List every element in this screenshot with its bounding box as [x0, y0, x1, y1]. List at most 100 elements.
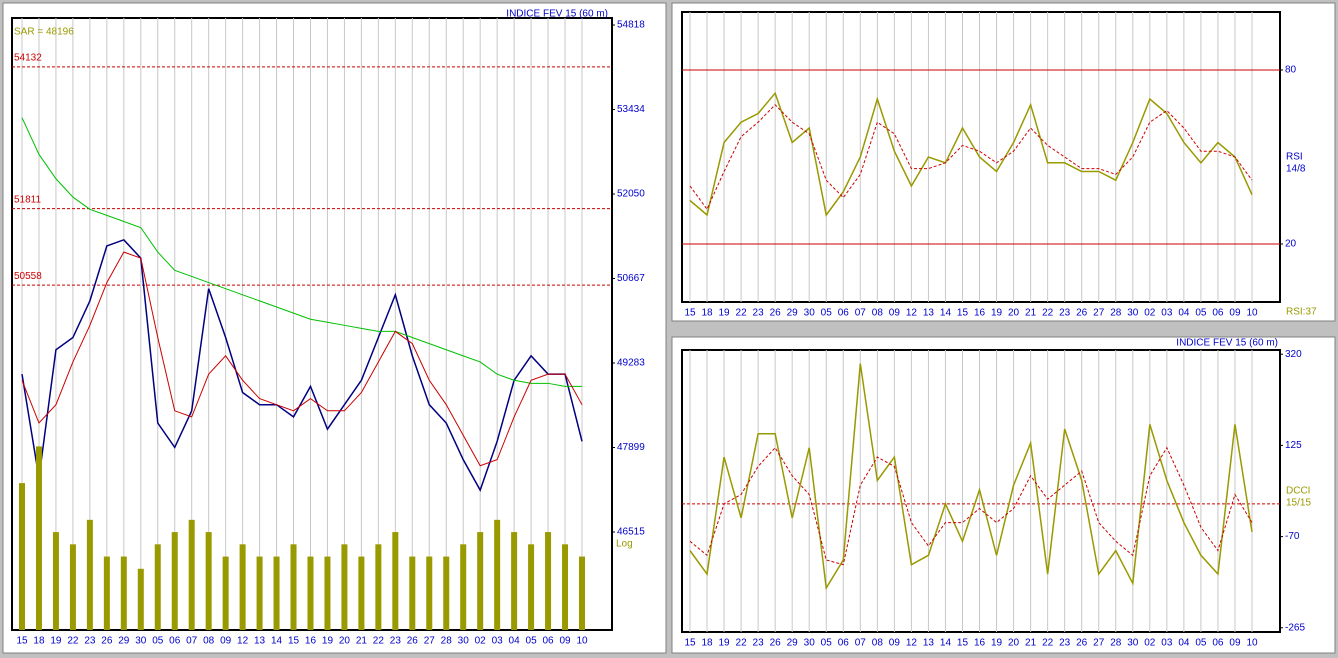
x-tick-label: 03	[1161, 638, 1173, 649]
volume-bar	[375, 544, 382, 630]
volume-bar	[579, 556, 585, 630]
y-tick-label: -70	[1285, 531, 1300, 542]
x-tick-label: 02	[475, 636, 487, 647]
x-tick-label: 10	[1246, 638, 1258, 649]
volume-bar	[341, 544, 348, 630]
volume-bar	[409, 556, 416, 630]
volume-bar	[511, 532, 518, 630]
x-tick-label: 06	[838, 308, 850, 319]
x-tick-label: 23	[753, 308, 765, 319]
reference-label: 50558	[14, 271, 42, 282]
x-tick-label: 16	[974, 308, 986, 319]
x-tick-label: 19	[991, 638, 1003, 649]
x-tick-label: 13	[923, 308, 935, 319]
x-tick-label: 15	[957, 638, 969, 649]
x-tick-label: 30	[804, 638, 816, 649]
x-tick-label: 27	[1093, 638, 1105, 649]
x-tick-label: 05	[1195, 638, 1207, 649]
x-tick-label: 30	[1127, 308, 1139, 319]
x-tick-label: 26	[407, 636, 419, 647]
volume-bar	[154, 544, 161, 630]
x-tick-label: 19	[991, 308, 1003, 319]
volume-bar	[460, 544, 467, 630]
volume-bar	[171, 532, 178, 630]
y-tick-label: 47899	[617, 442, 645, 453]
volume-bar	[528, 544, 535, 630]
x-tick-label: 07	[855, 638, 867, 649]
x-tick-label: 21	[1025, 638, 1037, 649]
x-tick-label: 13	[254, 636, 266, 647]
volume-bar	[358, 556, 365, 630]
x-tick-label: 14	[940, 638, 952, 649]
annotation: RSI	[1286, 152, 1303, 163]
volume-bar	[137, 568, 144, 630]
x-tick-label: 05	[152, 636, 164, 647]
x-tick-label: 27	[1093, 308, 1105, 319]
plot-area	[11, 17, 613, 631]
x-tick-label: 19	[50, 636, 62, 647]
y-tick-label: 54818	[617, 20, 645, 31]
volume-bar	[290, 544, 297, 630]
x-tick-label: 19	[718, 308, 730, 319]
x-tick-label: 21	[1025, 308, 1037, 319]
x-tick-label: 27	[424, 636, 436, 647]
y-tick-label: 52050	[617, 189, 645, 200]
volume-bar	[239, 544, 246, 630]
y-tick-label: 50667	[617, 273, 645, 284]
volume-bar	[273, 556, 280, 630]
x-tick-label: 15	[684, 308, 696, 319]
x-tick-label: 12	[906, 638, 918, 649]
volume-bar	[307, 556, 314, 630]
x-tick-label: 08	[203, 636, 215, 647]
annotation: RSI:37	[1286, 307, 1317, 318]
x-tick-label: 09	[1229, 638, 1241, 649]
x-tick-label: 26	[1076, 638, 1088, 649]
x-tick-label: 20	[1008, 638, 1020, 649]
y-tick-label: 20	[1285, 239, 1297, 250]
series-line	[21, 251, 583, 467]
volume-bar	[188, 519, 195, 630]
x-tick-label: 22	[736, 308, 748, 319]
x-tick-label: 21	[356, 636, 368, 647]
x-tick-label: 04	[509, 636, 521, 647]
series-line	[689, 104, 1253, 211]
x-tick-label: 29	[787, 308, 799, 319]
x-tick-label: 30	[804, 308, 816, 319]
x-tick-label: 18	[701, 638, 713, 649]
volume-bar	[477, 532, 484, 630]
x-tick-label: 23	[1059, 638, 1071, 649]
x-tick-label: 23	[390, 636, 402, 647]
x-tick-label: 22	[1042, 638, 1054, 649]
annotation: SAR = 48196	[14, 27, 74, 38]
x-tick-label: 15	[288, 636, 300, 647]
x-tick-label: 04	[1178, 308, 1190, 319]
volume-bar	[256, 556, 263, 630]
x-tick-label: 07	[855, 308, 867, 319]
series-line	[689, 446, 1253, 566]
x-tick-label: 09	[559, 636, 571, 647]
x-tick-label: 18	[33, 636, 45, 647]
x-tick-label: 02	[1144, 638, 1156, 649]
volume-bar	[69, 544, 76, 630]
volume-bar	[392, 532, 399, 630]
y-tick-label: 320	[1285, 349, 1302, 360]
x-tick-label: 16	[974, 638, 986, 649]
x-tick-label: 26	[770, 638, 782, 649]
volume-bar	[205, 532, 212, 630]
x-tick-label: 06	[169, 636, 181, 647]
x-tick-label: 20	[1008, 308, 1020, 319]
x-tick-label: 05	[1195, 308, 1207, 319]
y-tick-label: 53434	[617, 104, 645, 115]
volume-bar	[86, 519, 93, 630]
x-tick-label: 09	[889, 638, 901, 649]
x-tick-label: 16	[305, 636, 317, 647]
x-tick-label: 13	[923, 638, 935, 649]
x-tick-label: 07	[186, 636, 198, 647]
volume-bar	[19, 483, 25, 630]
x-tick-label: 15	[16, 636, 28, 647]
x-tick-label: 06	[542, 636, 554, 647]
annotation: 15/15	[1286, 498, 1311, 509]
x-tick-label: 09	[889, 308, 901, 319]
y-tick-label: 46515	[617, 527, 645, 538]
